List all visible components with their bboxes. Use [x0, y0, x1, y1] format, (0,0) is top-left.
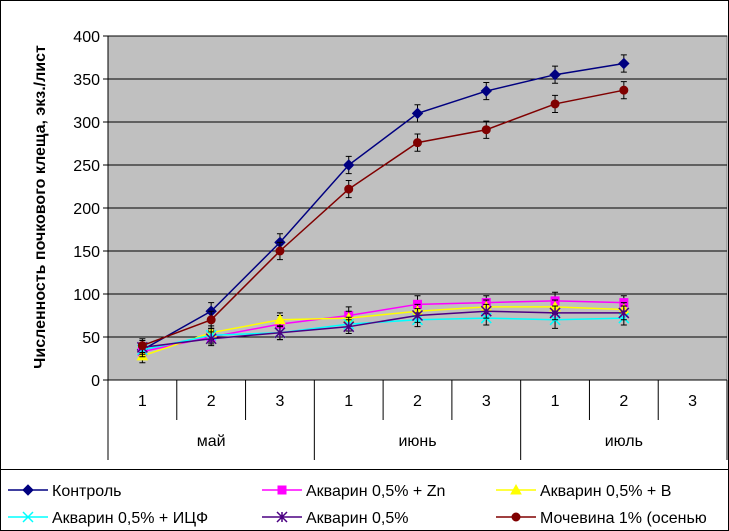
series-5 [136, 303, 630, 355]
data-point [137, 341, 147, 351]
series-line [142, 310, 624, 349]
legend-marker [276, 511, 288, 523]
series-line [142, 89, 624, 347]
data-point [206, 315, 216, 325]
y-axis-title: Численность почкового клеща, экз./лист [32, 45, 49, 369]
legend-label: Акварин 0,5% + ИЦФ [52, 510, 208, 527]
y-tick-label: 0 [91, 373, 100, 390]
legend-item: Акварин 0,5% + Zn [262, 483, 445, 500]
x-tick-label: 1 [551, 393, 560, 410]
x-tick-label: 1 [138, 393, 147, 410]
data-point [411, 309, 424, 322]
legend: Контроль Акварин 0,5% + Zn Акварин 0,5% + … [8, 483, 707, 527]
series-line [142, 62, 624, 351]
y-tick-label: 300 [73, 115, 100, 132]
legend-item: Контроль [8, 483, 122, 500]
data-point [413, 138, 422, 148]
x-tick-label: 3 [482, 393, 491, 410]
data-point [274, 327, 286, 339]
legend-marker [511, 512, 521, 522]
y-tick-label: 250 [73, 158, 100, 175]
series-line [142, 306, 624, 357]
x-tick-label: 2 [207, 393, 216, 410]
legend-label: Акварин 0,5% + В [540, 483, 671, 500]
data-point [480, 305, 492, 317]
x-group-label: июнь [398, 433, 436, 450]
series-6 [137, 81, 629, 353]
data-point [619, 85, 629, 95]
data-point [411, 107, 424, 120]
data-point [618, 307, 630, 319]
data-point [480, 85, 492, 97]
legend-item: Мочевина 1% (осенью [496, 510, 707, 527]
data-point [618, 57, 630, 70]
data-point [274, 313, 286, 325]
legend-label: Акварин 0,5% + Zn [306, 483, 445, 500]
x-group-label: июль [605, 433, 643, 450]
y-axis: 0 50 100 150 200 250 300 350 400 [73, 29, 109, 390]
y-tick-label: 200 [73, 201, 100, 218]
x-tick-label: 3 [688, 393, 697, 410]
legend-item: Акварин 0,5% [262, 510, 408, 527]
series-layer [136, 54, 630, 364]
data-point [275, 246, 285, 256]
series-line [142, 317, 624, 351]
legend-item: Акварин 0,5% + ИЦФ [8, 510, 208, 527]
legend-item: Акварин 0,5% + В [496, 483, 671, 500]
y-tick-label: 150 [73, 244, 100, 261]
data-point [481, 125, 491, 135]
x-tick-label: 2 [619, 393, 628, 410]
data-point [549, 307, 561, 319]
data-point [550, 99, 560, 109]
gridlines [108, 35, 727, 338]
legend-label: Контроль [52, 483, 122, 500]
data-point [343, 159, 355, 171]
y-tick-label: 400 [73, 29, 100, 46]
y-tick-label: 50 [82, 330, 100, 347]
legend-marker [510, 483, 522, 495]
x-tick-label: 2 [413, 393, 422, 410]
data-point [344, 184, 354, 194]
legend-marker [22, 511, 34, 523]
x-group-label: май [197, 433, 226, 450]
data-point [549, 68, 561, 81]
legend-marker [277, 485, 287, 495]
x-axis: 1 2 3 1 2 3 1 2 3 май июнь июль [107, 379, 728, 460]
y-tick-label: 100 [73, 287, 100, 304]
x-tick-label: 3 [275, 393, 284, 410]
data-point [205, 333, 217, 345]
legend-marker [22, 484, 34, 496]
data-point [343, 321, 355, 333]
x-tick-label: 1 [344, 393, 353, 410]
legend-label: Мочевина 1% (осенью [540, 510, 707, 527]
y-tick-label: 350 [73, 72, 100, 89]
legend-label: Акварин 0,5% [306, 510, 408, 527]
